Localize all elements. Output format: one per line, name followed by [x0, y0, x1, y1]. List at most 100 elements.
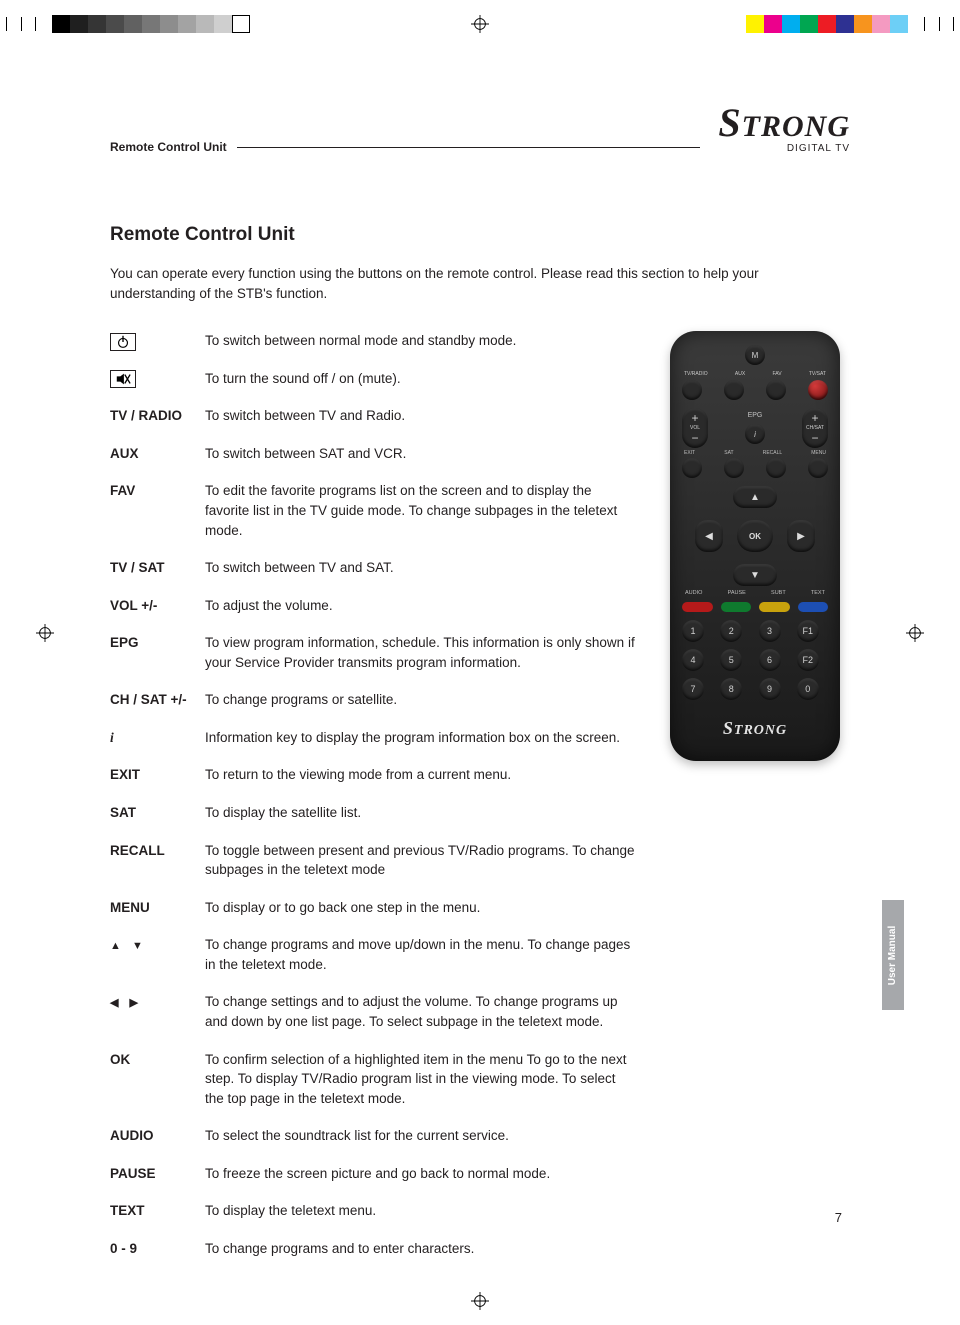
remote-vol-button: +VOL−	[682, 408, 708, 448]
remote-key-9: 9	[759, 678, 781, 700]
side-tab-label: User Manual	[888, 925, 899, 984]
remote-exit-button	[682, 458, 702, 478]
registration-target-icon	[906, 624, 924, 642]
row-description: To toggle between present and previous T…	[205, 841, 644, 880]
row-description: To select the soundtrack list for the cu…	[205, 1126, 644, 1146]
table-row: AUDIOTo select the soundtrack list for t…	[110, 1126, 644, 1146]
row-description: To adjust the volume.	[205, 596, 644, 616]
remote-small-labels: EXITSATRECALLMENU	[682, 450, 828, 456]
remote-key-3: 3	[759, 620, 781, 642]
row-description: To view program information, schedule. T…	[205, 633, 644, 672]
row-label: AUDIO	[110, 1126, 205, 1146]
power-icon	[110, 333, 136, 351]
remote-key-0: 0	[797, 678, 819, 700]
remote-aux-button	[724, 380, 744, 400]
remote-recall-button	[766, 458, 786, 478]
row-label: TV / RADIO	[110, 406, 205, 426]
remote-epg-label: EPG	[748, 412, 763, 419]
remote-info-button: i	[745, 424, 765, 444]
table-row: ◀ ▶ To change settings and to adjust the …	[110, 992, 644, 1031]
row-label: TEXT	[110, 1201, 205, 1221]
registration-target-icon	[36, 624, 54, 642]
remote-key-5: 5	[720, 649, 742, 671]
row-description: To switch between normal mode and standb…	[205, 331, 644, 351]
page-header: Remote Control Unit STRONG DIGITAL TV	[110, 105, 850, 154]
remote-key-F1: F1	[797, 620, 819, 642]
row-description: To change settings and to adjust the vol…	[205, 992, 644, 1031]
remote-key-7: 7	[682, 678, 704, 700]
remote-under-dpad-labels: AUDIOPAUSESUBTTEXT	[682, 590, 828, 596]
brand-block: STRONG DIGITAL TV	[718, 105, 850, 154]
remote-key-8: 8	[720, 678, 742, 700]
table-row: iInformation key to display the program …	[110, 728, 644, 748]
gray-swatches	[52, 15, 250, 33]
remote-key-6: 6	[759, 649, 781, 671]
row-label	[110, 369, 205, 389]
table-row: TEXTTo display the teletext menu.	[110, 1201, 644, 1221]
printer-reg-top	[0, 10, 960, 38]
row-label: SAT	[110, 803, 205, 823]
mute-icon	[110, 370, 136, 388]
header-rule	[237, 147, 701, 148]
up-down-arrows-icon: ▲ ▼	[110, 940, 147, 952]
row-label: RECALL	[110, 841, 205, 880]
table-row: TV / RADIOTo switch between TV and Radio…	[110, 406, 644, 426]
remote-key-4: 4	[682, 649, 704, 671]
page-title: Remote Control Unit	[110, 224, 850, 246]
table-row: 0 - 9To change programs and to enter cha…	[110, 1239, 644, 1259]
row-description: To edit the favorite programs list on th…	[205, 481, 644, 540]
row-description: Information key to display the program i…	[205, 728, 644, 748]
table-row: VOL +/-To adjust the volume.	[110, 596, 644, 616]
remote-tvradio-button	[682, 380, 702, 400]
row-label	[110, 331, 205, 351]
row-description: To display the satellite list.	[205, 803, 644, 823]
colour-swatches	[746, 15, 908, 33]
row-description: To freeze the screen picture and go back…	[205, 1164, 644, 1184]
printer-reg-bottom	[0, 1287, 960, 1315]
row-label: i	[110, 728, 205, 748]
header-section-label: Remote Control Unit	[110, 140, 227, 154]
row-label: ▲ ▼	[110, 935, 205, 974]
table-row: EXITTo return to the viewing mode from a…	[110, 765, 644, 785]
row-description: To switch between TV and Radio.	[205, 406, 644, 426]
row-label: CH / SAT +/-	[110, 690, 205, 710]
table-row: AUXTo switch between SAT and VCR.	[110, 444, 644, 464]
remote-dpad: ▲ ▼ ◀ ▶ OK	[695, 486, 815, 586]
remote-ch-button: +CH/SAT−	[802, 408, 828, 448]
row-label: TV / SAT	[110, 558, 205, 578]
remote-fav-button	[766, 380, 786, 400]
registration-target-icon	[471, 1292, 489, 1310]
remote-colour-buttons	[682, 602, 828, 612]
remote-power-button	[808, 380, 828, 400]
row-description: To confirm selection of a highlighted it…	[205, 1050, 644, 1109]
remote-menu-button	[808, 458, 828, 478]
row-description: To turn the sound off / on (mute).	[205, 369, 644, 389]
row-label: EXIT	[110, 765, 205, 785]
remote-illustration: M TV/RADIOAUXFAVTV/SAT +VOL− EPG i +CH/S…	[660, 331, 850, 1276]
row-label: ◀ ▶	[110, 992, 205, 1031]
remote-mute-button: M	[745, 345, 765, 365]
intro-text: You can operate every function using the…	[110, 264, 830, 303]
row-label: OK	[110, 1050, 205, 1109]
remote-brand-label: STRONG	[682, 718, 828, 739]
row-label: FAV	[110, 481, 205, 540]
remote-key-1: 1	[682, 620, 704, 642]
left-right-arrows-icon: ◀ ▶	[110, 997, 142, 1009]
table-row: CH / SAT +/-To change programs or satell…	[110, 690, 644, 710]
table-row: MENUTo display or to go back one step in…	[110, 898, 644, 918]
table-row: SATTo display the satellite list.	[110, 803, 644, 823]
brand-logo: STRONG	[718, 105, 850, 141]
row-description: To switch between TV and SAT.	[205, 558, 644, 578]
page-content: Remote Control Unit STRONG DIGITAL TV Re…	[110, 105, 850, 1245]
row-description: To return to the viewing mode from a cur…	[205, 765, 644, 785]
registration-target-icon	[471, 15, 489, 33]
button-description-table: To switch between normal mode and standb…	[110, 331, 644, 1276]
table-row: EPGTo view program information, schedule…	[110, 633, 644, 672]
remote-numpad: 123F1456F27890	[682, 620, 828, 700]
remote-key-F2: F2	[797, 649, 819, 671]
table-row: To switch between normal mode and standb…	[110, 331, 644, 351]
page-number: 7	[835, 1210, 842, 1225]
row-description: To change programs and to enter characte…	[205, 1239, 644, 1259]
row-description: To change programs or satellite.	[205, 690, 644, 710]
remote-sat-button	[724, 458, 744, 478]
